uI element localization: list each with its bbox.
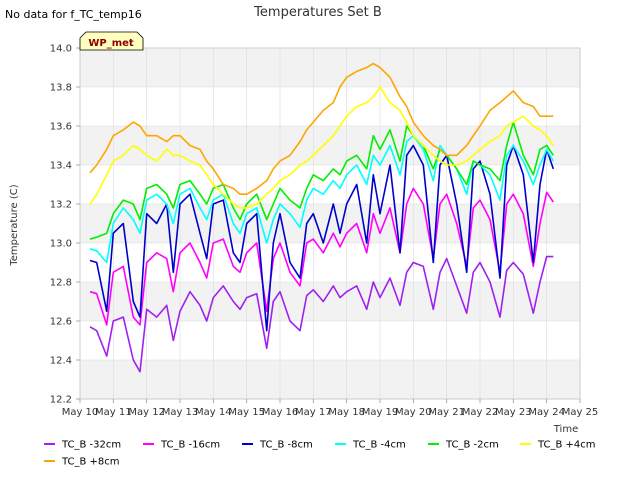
x-tick-label: May 23 [495, 407, 532, 418]
background-bands [80, 48, 580, 399]
x-tick-label: May 12 [128, 407, 165, 418]
x-tick-label: May 18 [328, 407, 365, 418]
y-axis-ticks: 12.2 12.4 12.6 12.8 13.0 13.2 13.4 13.6 13.8 14.0 [50, 44, 80, 406]
no-data-note: No data for f_TC_temp16 [5, 8, 142, 21]
x-tick-label: May 11 [95, 407, 132, 418]
x-tick-label: May 19 [362, 407, 399, 418]
background-band [80, 282, 580, 321]
x-axis-label: Time [553, 424, 578, 435]
y-tick-label: 13.2 [50, 200, 72, 211]
y-tick-label: 12.2 [50, 395, 72, 406]
x-tick-label: May 14 [195, 407, 232, 418]
y-tick-label: 13.0 [50, 239, 72, 250]
series-line [89, 62, 554, 195]
series-line [89, 86, 554, 209]
series-line [89, 255, 554, 373]
plot-frame [79, 47, 581, 400]
legend-label: TC_B -2cm [445, 440, 499, 451]
x-tick-label: May 22 [462, 407, 499, 418]
series-lines [89, 62, 555, 373]
x-tick-label: May 17 [295, 407, 332, 418]
y-axis-label: Temperature (C) [9, 184, 20, 266]
legend-label: TC_B -32cm [61, 440, 121, 451]
legend-label: TC_B +4cm [537, 440, 596, 451]
site-tag: WP_met [79, 31, 144, 51]
x-tick-label: May 25 [562, 407, 599, 418]
x-tick-label: May 15 [228, 407, 265, 418]
series-line [89, 121, 554, 240]
legend: TC_B -32cm TC_B -16cm TC_B -8cm TC_B -4cm TC… [44, 440, 596, 468]
x-tick-label: May 20 [395, 407, 432, 418]
y-tick-label: 12.8 [50, 278, 72, 289]
y-tick-label: 12.4 [50, 356, 72, 367]
x-tick-label: May 13 [162, 407, 199, 418]
x-tick-label: May 10 [62, 407, 99, 418]
legend-label: TC_B -16cm [160, 440, 220, 451]
y-tick-label: 13.6 [50, 122, 72, 133]
x-tick-label: May 16 [262, 407, 299, 418]
site-tag-box [79, 31, 144, 51]
background-band [80, 360, 580, 399]
legend-label: TC_B -8cm [259, 440, 313, 451]
background-band [80, 48, 580, 87]
legend-label: TC_B -4cm [352, 440, 406, 451]
y-tick-label: 13.4 [50, 161, 72, 172]
background-band [80, 126, 580, 165]
x-tick-label: May 24 [528, 407, 565, 418]
legend-label: TC_B +8cm [61, 457, 120, 468]
site-tag-label: WP_met [88, 38, 134, 49]
y-tick-label: 12.6 [50, 317, 72, 328]
y-tick-label: 14.0 [50, 44, 72, 55]
y-tick-label: 13.8 [50, 83, 72, 94]
chart-title: Temperatures Set B [253, 5, 382, 20]
x-tick-label: May 21 [428, 407, 465, 418]
series-line [89, 187, 554, 326]
